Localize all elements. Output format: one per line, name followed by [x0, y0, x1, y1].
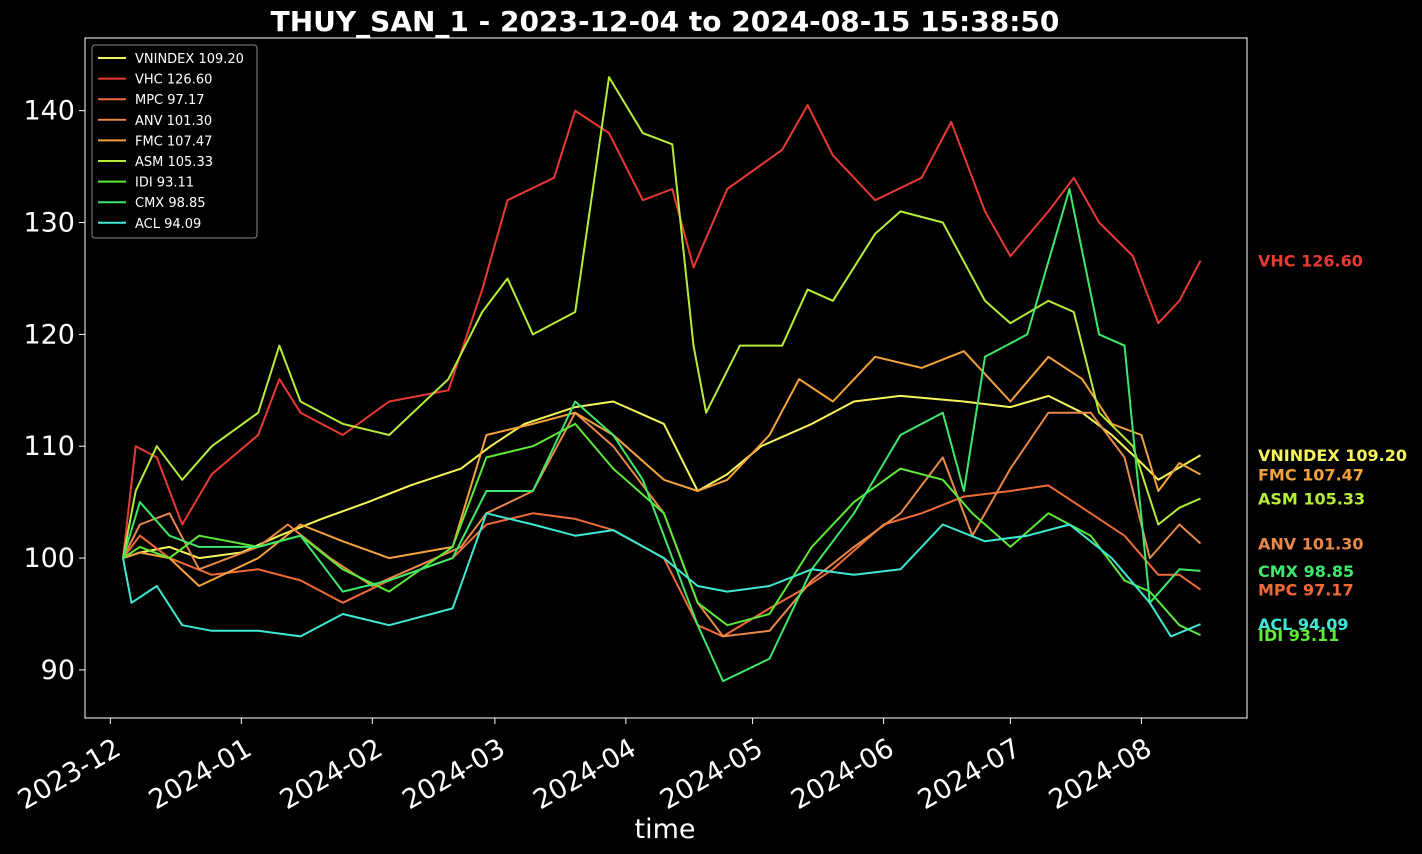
series-line-fmc [122, 350, 1201, 587]
series-line-vhc [122, 104, 1202, 559]
y-tick-label: 90 [41, 655, 75, 686]
end-label-vhc: VHC 126.60 [1258, 252, 1363, 271]
legend-entry-cmx: CMX 98.85 [135, 196, 206, 211]
legend-entry-vhc: VHC 126.60 [135, 73, 212, 88]
legend-box [91, 44, 258, 239]
plot-frame [84, 37, 1248, 719]
series-line-asm [122, 76, 1201, 559]
end-label-acl: ACL 94.09 [1258, 615, 1349, 634]
legend-entry-anv: ANV 101.30 [135, 114, 212, 129]
y-tick-label: 130 [23, 208, 75, 239]
series-layer [122, 76, 1202, 683]
legend-entry-vnindex: VNINDEX 109.20 [135, 52, 244, 67]
legend-entry-asm: ASM 105.33 [135, 155, 213, 170]
end-label-cmx: CMX 98.85 [1258, 562, 1354, 581]
y-tick-label: 120 [23, 319, 75, 350]
end-label-mpc: MPC 97.17 [1258, 581, 1354, 600]
x-axis-label: time [634, 814, 695, 845]
series-line-acl [122, 512, 1201, 638]
series-line-cmx [122, 188, 1201, 683]
y-tick-label: 110 [23, 431, 75, 462]
end-label-vnindex: VNINDEX 109.20 [1258, 446, 1407, 465]
y-axis: 90 100 110 120 130 140 [23, 96, 85, 686]
legend-entry-acl: ACL 94.09 [135, 217, 201, 232]
legend-entry-fmc: FMC 107.47 [135, 134, 212, 149]
end-label-idi: IDI 93.11 [1258, 626, 1339, 645]
end-label-anv: ANV 101.30 [1258, 535, 1363, 554]
y-tick-label: 140 [23, 96, 75, 127]
legend-entry-idi: IDI 93.11 [135, 176, 194, 191]
end-label-asm: ASM 105.33 [1258, 489, 1365, 508]
legend-entry-mpc: MPC 97.17 [135, 93, 204, 108]
end-label-fmc: FMC 107.47 [1258, 466, 1364, 485]
legend: VNINDEX 109.20 VHC 126.60 MPC 97.17 ANV 101… [91, 44, 258, 239]
y-tick-label: 100 [23, 543, 75, 574]
chart-title: THUY_SAN_1 - 2023-12-04 to 2024-08-15 15… [271, 5, 1060, 38]
